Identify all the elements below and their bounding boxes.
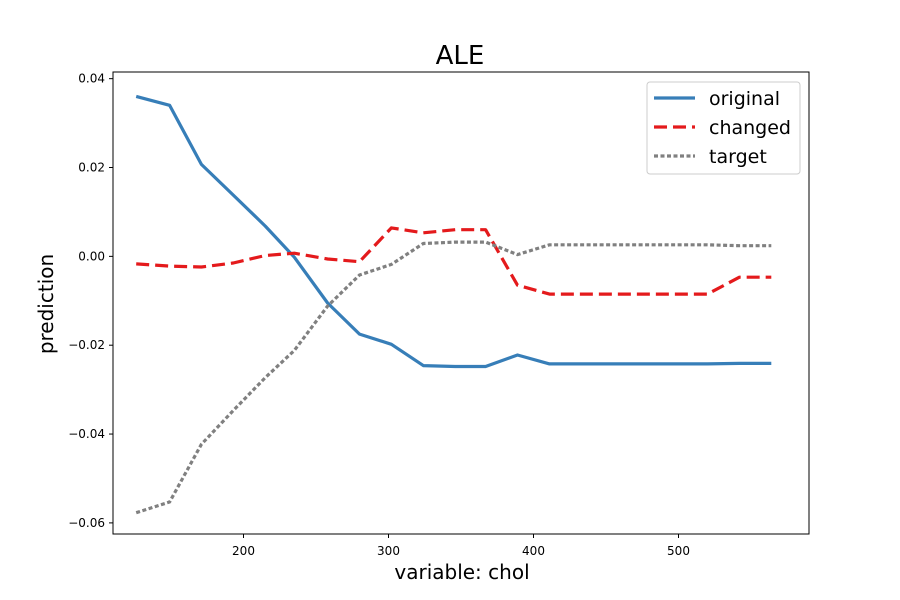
x-tick-label: 400 [522, 544, 545, 558]
series-line-target [135, 240, 772, 515]
legend: original changed target [646, 81, 801, 175]
series-layer [135, 94, 772, 515]
y-axis-label: prediction [34, 254, 58, 354]
plot-frame [112, 71, 810, 535]
legend-label-changed: changed [709, 117, 791, 139]
series-line-changed [136, 226, 772, 296]
ticks-layer: 200 300 400 500 0.04 0.02 0.00 −0.02 −0.04 −0.06 [68, 72, 690, 558]
series-line-original [135, 94, 772, 369]
x-tick-label: 200 [232, 544, 255, 558]
x-tick-label: 300 [377, 544, 400, 558]
y-tick-label: 0.04 [78, 72, 105, 86]
y-tick-label: 0.02 [78, 161, 105, 175]
legend-box [646, 81, 801, 175]
legend-label-original: original [709, 88, 780, 110]
y-tick-label: −0.02 [68, 338, 105, 352]
y-tick-label: −0.06 [68, 516, 105, 530]
y-tick-label: 0.00 [78, 249, 105, 263]
legend-label-target: target [709, 146, 767, 168]
x-axis-label: variable: chol [394, 560, 529, 584]
chart-title: ALE [436, 41, 485, 71]
x-tick-label: 500 [667, 544, 690, 558]
y-tick-label: −0.04 [68, 427, 105, 441]
